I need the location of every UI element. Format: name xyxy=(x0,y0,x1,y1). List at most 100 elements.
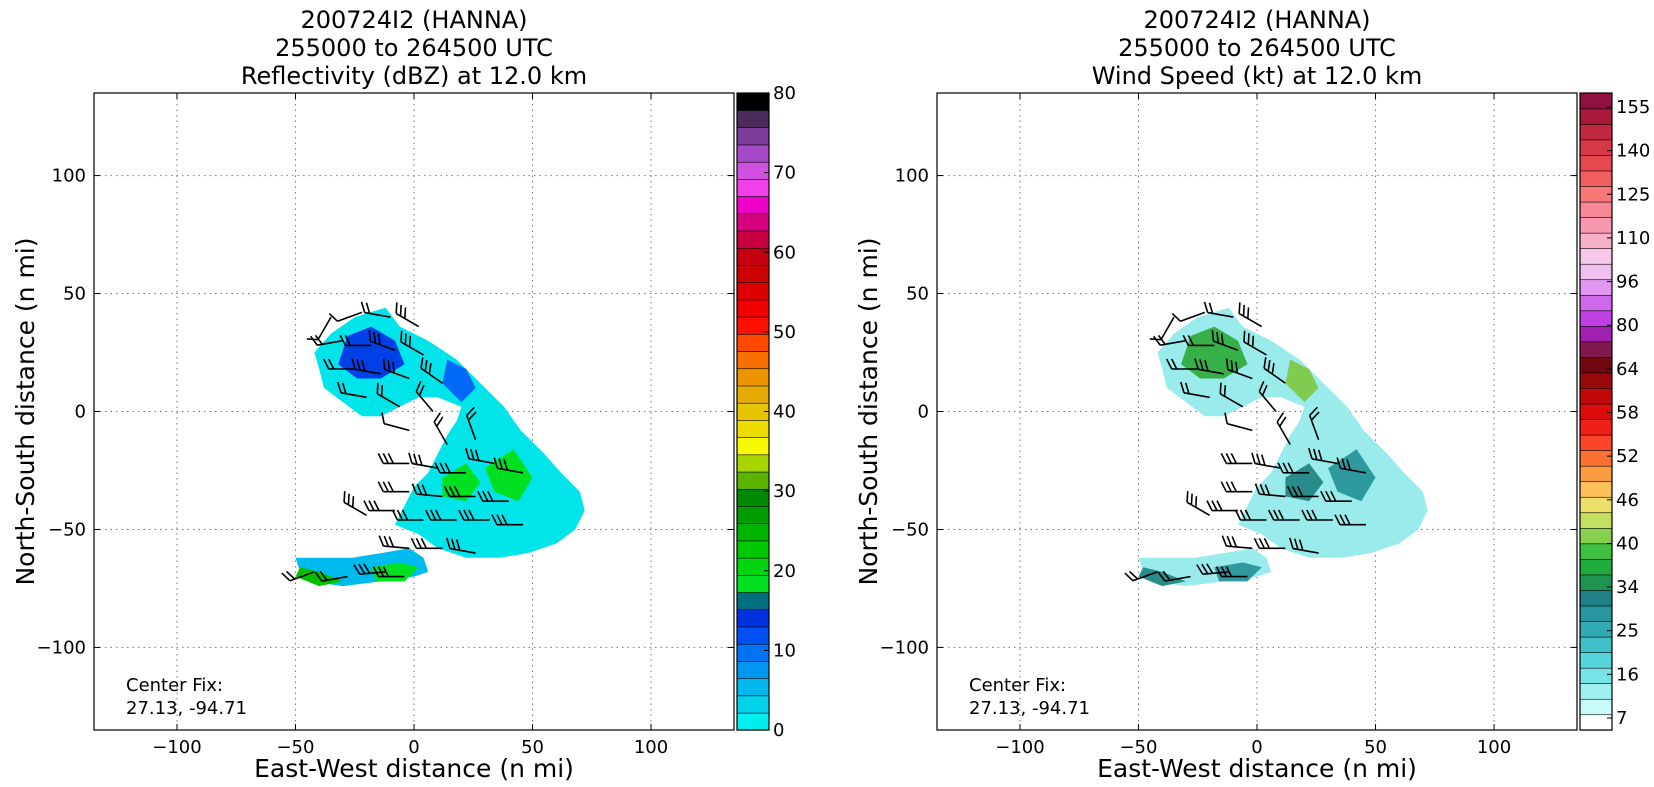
colorbar-segment-17 xyxy=(736,419,770,438)
wind-barb-24 xyxy=(1220,481,1253,493)
wind-barb-15 xyxy=(1258,381,1277,413)
x-tick-label-1: −50 xyxy=(276,737,314,758)
wind-barb-11 xyxy=(1225,358,1253,380)
y-tick-label-1: −50 xyxy=(891,519,929,540)
colorbar: 0 10 20 30 40 50 60 70 80 xyxy=(736,83,796,741)
wind-barb-16 xyxy=(381,412,410,432)
colorbar-segment-2 xyxy=(1579,683,1613,700)
y-tick-label-1: −50 xyxy=(48,519,86,540)
colorbar-segment-12 xyxy=(736,505,770,525)
colorbar-tick-label-4: 40 xyxy=(773,402,796,423)
colorbar-segment-4 xyxy=(736,643,770,662)
colorbar-segment-17 xyxy=(1579,450,1613,467)
wind-barb-26 xyxy=(443,486,476,498)
center-fix-line-1: Center Fix: xyxy=(969,675,1066,696)
wind-barb-10 xyxy=(351,358,381,375)
colorbar-segment-1 xyxy=(1579,698,1613,716)
colorbar-segment-30 xyxy=(736,196,770,215)
colorbar-segment-7 xyxy=(736,591,770,611)
wind-barb-12 xyxy=(1263,357,1286,384)
colorbar-segment-18 xyxy=(1579,434,1613,451)
wind-barb-32 xyxy=(458,509,490,521)
colorbar-segment-28 xyxy=(736,230,770,249)
echo-region-8 xyxy=(1285,359,1319,403)
wind-barb-9 xyxy=(322,358,355,370)
colorbar-segment-3 xyxy=(736,660,770,679)
y-tick-label-0: −100 xyxy=(37,637,86,658)
colorbar-tick-label-6: 60 xyxy=(773,242,796,263)
colorbar-segment-4 xyxy=(1579,652,1613,669)
wind-barb-29 xyxy=(363,500,395,512)
x-axis-label: East-West distance (n mi) xyxy=(1097,754,1417,783)
colorbar-segment-3 xyxy=(1579,667,1613,684)
colorbar-segment-2 xyxy=(736,678,770,697)
colorbar-tick-label-6: 52 xyxy=(1616,446,1639,467)
wind-barb-25 xyxy=(1254,483,1286,498)
wind-barb-8 xyxy=(400,330,424,356)
wind-barb-22 xyxy=(1308,447,1338,465)
wind-barb-37 xyxy=(1124,570,1158,582)
wind-barb-31 xyxy=(1267,509,1300,521)
colorbar-segment-5 xyxy=(736,626,770,645)
colorbar-segment-29 xyxy=(1579,263,1613,281)
y-tick-label-4: 100 xyxy=(895,166,929,187)
y-axis-label: North-South distance (n mi) xyxy=(854,237,883,585)
wind-barb-3 xyxy=(1203,301,1234,318)
wind-barb-28 xyxy=(1186,491,1210,516)
colorbar-segment-33 xyxy=(736,144,770,163)
wind-barb-3 xyxy=(360,301,391,318)
wind-barb-7 xyxy=(368,330,396,351)
colorbar-segment-23 xyxy=(1579,356,1613,374)
chart-panel-1: 200724I2 (HANNA)255000 to 264500 UTCRefl… xyxy=(11,6,796,783)
wind-barb-40 xyxy=(372,566,405,578)
wind-barb-12 xyxy=(420,357,443,384)
colorbar-segment-40 xyxy=(1579,92,1613,110)
wind-barb-21 xyxy=(434,462,467,474)
colorbar-segment-20 xyxy=(736,368,770,387)
wind-barb-38 xyxy=(314,570,348,582)
y-tick-label-3: 50 xyxy=(63,284,86,305)
colorbar-segment-16 xyxy=(1579,465,1613,483)
colorbar-tick-label-5: 46 xyxy=(1616,490,1639,511)
colorbar-tick-label-1: 16 xyxy=(1616,664,1639,685)
wind-barb-7 xyxy=(1211,330,1239,351)
colorbar-segment-38 xyxy=(1579,123,1613,141)
chart-title-line-1: 200724I2 (HANNA) xyxy=(1143,6,1370,34)
colorbar-tick-label-7: 70 xyxy=(773,163,796,184)
colorbar-tick-label-3: 30 xyxy=(773,481,796,502)
colorbar-segment-0 xyxy=(736,712,770,731)
colorbar-tick-label-0: 0 xyxy=(773,720,784,741)
wind-barb-2 xyxy=(1171,311,1206,323)
wind-barb-25 xyxy=(411,483,443,498)
y-tick-label-3: 50 xyxy=(906,284,929,305)
colorbar-segment-22 xyxy=(1579,372,1613,389)
colorbar-tick-label-3: 34 xyxy=(1616,577,1639,598)
colorbar-segment-15 xyxy=(736,454,770,473)
colorbar-segment-16 xyxy=(736,437,770,456)
wind-barb-34 xyxy=(378,535,410,550)
wind-barb-23 xyxy=(1336,457,1367,474)
colorbar-segment-39 xyxy=(1579,108,1613,125)
x-axis-label: East-West distance (n mi) xyxy=(254,754,574,783)
colorbar-frame xyxy=(1579,92,1613,731)
wind-barb-14 xyxy=(376,382,401,408)
wind-barb-34 xyxy=(1221,535,1253,550)
colorbar: 7 16 25 34 40 46 52 58 64 80 96 110 125 140 155 xyxy=(1579,92,1650,731)
colorbar-segment-25 xyxy=(736,282,770,301)
chart-title-line-2: 255000 to 264500 UTC xyxy=(275,34,553,62)
colorbar-segment-20 xyxy=(1579,403,1613,420)
colorbar-segment-31 xyxy=(736,178,770,197)
colorbar-segment-9 xyxy=(736,557,770,576)
x-tick-label-2: 0 xyxy=(1251,737,1262,758)
colorbar-tick-label-12: 125 xyxy=(1616,184,1650,205)
x-tick-label-3: 50 xyxy=(1364,737,1387,758)
colorbar-tick-label-5: 50 xyxy=(773,322,796,343)
wind-barb-11 xyxy=(382,358,410,380)
wind-barb-30 xyxy=(391,509,424,521)
wind-barb-15 xyxy=(415,381,434,413)
colorbar-segment-33 xyxy=(1579,201,1613,218)
colorbar-segment-14 xyxy=(736,471,770,490)
center-fix-line-2: 27.13, -94.71 xyxy=(969,698,1090,719)
colorbar-segment-6 xyxy=(1579,620,1613,638)
colorbar-segment-34 xyxy=(736,127,770,146)
